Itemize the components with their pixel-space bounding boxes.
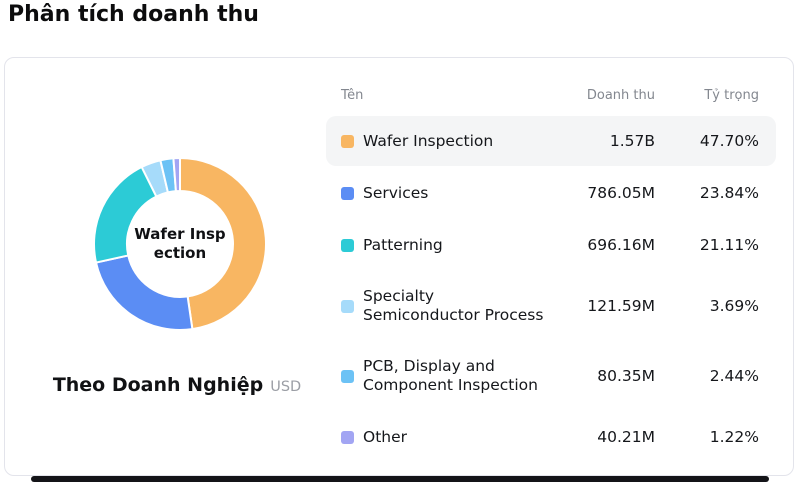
segment-revenue: 696.16M <box>587 236 655 254</box>
donut-chart-area: Wafer Insp ection <box>90 154 270 334</box>
legend-swatch <box>341 134 354 148</box>
donut-segment[interactable] <box>94 254 194 331</box>
table-row[interactable]: Services 786.05M 23.84% <box>326 168 776 218</box>
segment-label: Patterning <box>363 235 443 254</box>
segment-share: 2.44% <box>709 367 759 385</box>
segment-share: 23.84% <box>699 184 759 202</box>
header-share: Tỷ trọng <box>704 88 759 103</box>
table-body: Wafer Inspection 1.57B 47.70% Services 7… <box>326 116 776 462</box>
header-revenue: Doanh thu <box>586 88 655 103</box>
horizontal-scrollbar-thumb[interactable] <box>31 476 769 482</box>
segment-label: Specialty Semiconductor Process <box>363 287 544 324</box>
segment-revenue: 1.57B <box>609 132 655 150</box>
page-title: Phân tích doanh thu <box>8 2 259 27</box>
segment-label: Services <box>363 183 429 202</box>
segment-label: Wafer Inspection <box>363 131 494 150</box>
segment-revenue: 786.05M <box>587 184 655 202</box>
legend-swatch <box>341 238 354 252</box>
segment-share: 1.22% <box>709 428 759 446</box>
segment-revenue: 40.21M <box>597 428 655 446</box>
segments-table: Tên Doanh thu Tỷ trọng Wafer Inspection … <box>326 88 776 464</box>
table-row[interactable]: PCB, Display and Component Inspection 80… <box>326 342 776 410</box>
segment-share: 21.11% <box>699 236 759 254</box>
header-name: Tên <box>341 88 364 103</box>
donut-segment[interactable] <box>93 165 158 264</box>
segment-label: PCB, Display and Component Inspection <box>363 357 538 394</box>
segment-share: 47.70% <box>699 132 759 150</box>
table-row[interactable]: Other 40.21M 1.22% <box>326 412 776 462</box>
chart-caption-title: Theo Doanh Nghiệp <box>52 374 264 396</box>
legend-swatch <box>341 299 354 313</box>
legend-swatch <box>341 186 354 200</box>
revenue-analysis-card: Wafer Insp ection Theo Doanh Nghiệp USD T… <box>4 57 794 476</box>
donut-segment[interactable] <box>179 156 267 331</box>
table-header-row: Tên Doanh thu Tỷ trọng <box>326 88 776 104</box>
donut-segment[interactable] <box>172 156 181 193</box>
legend-swatch <box>341 369 354 383</box>
segment-label: Other <box>363 427 408 446</box>
table-row[interactable]: Patterning 696.16M 21.11% <box>326 220 776 270</box>
table-row[interactable]: Wafer Inspection 1.57B 47.70% <box>326 116 776 166</box>
chart-caption: Theo Doanh Nghiệp USD <box>5 374 349 396</box>
donut-chart[interactable] <box>90 154 270 334</box>
legend-swatch <box>341 430 354 444</box>
chart-caption-unit: USD <box>270 379 302 395</box>
segment-share: 3.69% <box>709 297 759 315</box>
table-row[interactable]: Specialty Semiconductor Process 121.59M … <box>326 272 776 340</box>
segment-revenue: 80.35M <box>597 367 655 385</box>
segment-revenue: 121.59M <box>587 297 655 315</box>
